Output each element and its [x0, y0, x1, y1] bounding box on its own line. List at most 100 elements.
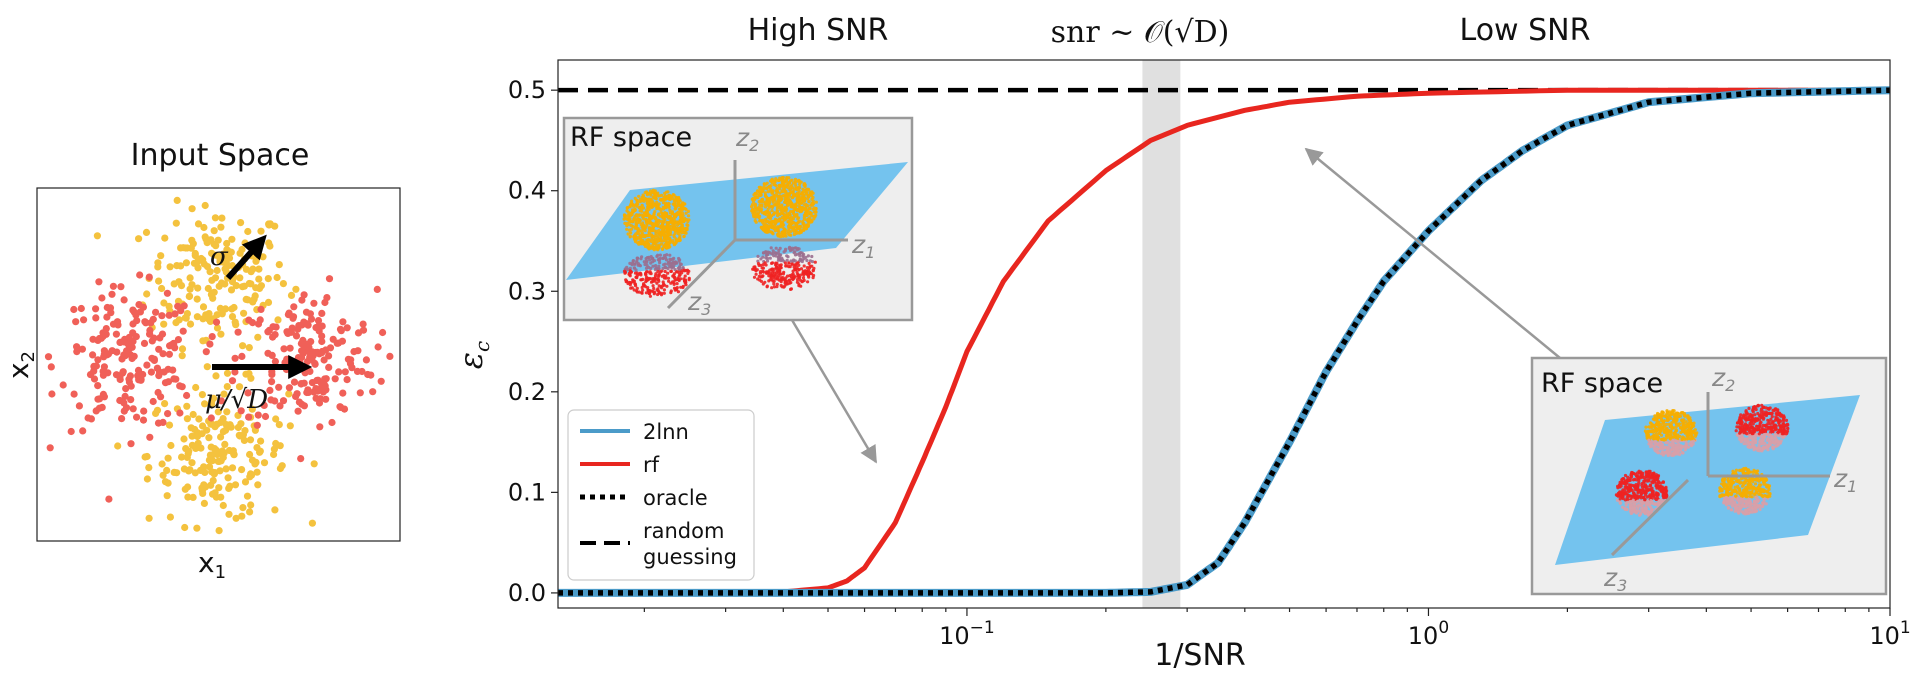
inset-point: [795, 188, 799, 192]
inset-point: [640, 209, 644, 213]
inset-point: [627, 271, 632, 275]
scatter-point: [306, 367, 314, 375]
scatter-point: [128, 354, 136, 363]
inset-point: [1634, 478, 1638, 482]
inset-point: [1774, 438, 1779, 442]
scatter-point: [223, 239, 231, 248]
inset-point: [1741, 493, 1745, 497]
inset-point: [1672, 414, 1677, 418]
inset-point: [669, 269, 674, 273]
inset-point: [1618, 497, 1622, 501]
inset-point: [1681, 419, 1685, 424]
inset-point: [624, 278, 628, 282]
inset-point: [1754, 439, 1758, 443]
inset-point: [797, 247, 801, 251]
scatter-point: [339, 389, 347, 397]
inset-point: [770, 261, 775, 265]
inset-point: [763, 280, 767, 284]
inset-point: [782, 270, 786, 274]
inset-point: [1751, 437, 1755, 441]
inset-point: [1665, 418, 1669, 423]
scatter-point: [221, 440, 229, 448]
scatter-point: [234, 328, 242, 336]
scatter-point: [318, 332, 326, 340]
scatter-point: [114, 321, 122, 329]
legend-label-guessing: guessing: [643, 545, 737, 569]
inset-point: [771, 199, 775, 203]
inset-point: [794, 194, 798, 198]
scatter-point: [339, 318, 347, 326]
inset-point: [658, 207, 662, 211]
scatter-point: [248, 319, 257, 327]
inset-point: [1670, 426, 1674, 431]
inset-point: [1634, 485, 1638, 489]
scatter-point: [199, 422, 207, 430]
inset-point: [755, 268, 759, 272]
inset-point: [792, 258, 796, 262]
inset-point: [799, 267, 804, 271]
inset-point: [662, 291, 666, 295]
inset-point: [1759, 414, 1764, 418]
scatter-point: [205, 434, 213, 442]
inset-point: [805, 266, 809, 270]
inset-point: [1648, 488, 1652, 492]
inset-point: [1757, 432, 1761, 436]
scatter-point: [119, 368, 127, 376]
scatter-point: [312, 324, 320, 332]
scatter-point: [44, 353, 53, 361]
scatter-point: [297, 380, 305, 388]
inset-point: [778, 224, 782, 228]
mu-label: μ/√D: [205, 385, 268, 415]
scatter-point: [251, 292, 259, 300]
inset-point: [628, 223, 632, 227]
scatter-point: [164, 454, 172, 462]
inset-point: [1747, 415, 1751, 419]
scatter-point: [160, 320, 168, 328]
inset-point: [1640, 483, 1644, 487]
inset-point: [770, 286, 774, 290]
inset-point: [655, 288, 659, 292]
inset-point: [759, 279, 764, 283]
inset-point: [1655, 422, 1659, 427]
inset-point: [630, 213, 634, 217]
inset-point: [750, 203, 755, 207]
scatter-point: [192, 383, 200, 392]
inset-point: [772, 211, 777, 215]
inset-point: [632, 217, 636, 221]
inset-point: [1733, 485, 1737, 489]
inset-point: [1776, 411, 1780, 415]
scatter-point: [240, 436, 248, 444]
inset-point: [642, 260, 646, 264]
scatter-point: [208, 400, 216, 408]
scatter-point: [186, 274, 194, 282]
scatter-point: [165, 311, 173, 319]
inset-point: [1741, 501, 1745, 506]
inset-point: [807, 200, 811, 204]
scatter-point: [237, 407, 245, 415]
scatter-point: [310, 460, 318, 468]
inset-point: [790, 184, 794, 188]
scatter-point: [254, 320, 263, 328]
inset-point: [1672, 448, 1676, 452]
scatter-point: [143, 290, 151, 298]
inset-point: [1751, 427, 1755, 431]
inset-point: [653, 242, 657, 246]
inset-point: [783, 197, 788, 201]
inset-point: [1643, 490, 1647, 494]
inset-point: [754, 203, 758, 207]
inset-point: [635, 286, 639, 290]
inset-point: [805, 192, 809, 196]
scatter-point: [163, 492, 171, 500]
inset-point: [786, 197, 791, 201]
inset-point: [671, 274, 675, 278]
inset-point: [668, 197, 672, 201]
scatter-point: [243, 492, 252, 500]
scatter-point: [271, 357, 279, 366]
scatter-point: [179, 244, 187, 252]
y-tick-label: 0.5: [508, 76, 546, 104]
inset-point: [1677, 442, 1681, 446]
inset-point: [1679, 411, 1683, 415]
inset-point: [1757, 483, 1761, 487]
inset-point: [662, 288, 667, 292]
inset-point: [779, 266, 783, 270]
